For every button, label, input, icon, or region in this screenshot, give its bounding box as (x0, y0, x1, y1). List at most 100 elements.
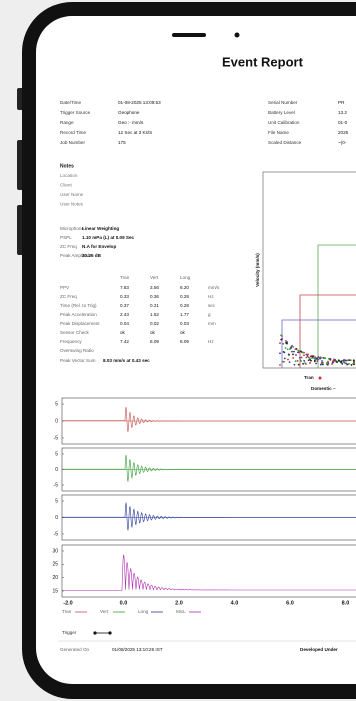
waveform (62, 406, 356, 433)
y-tick-label: -5 (54, 435, 59, 441)
scatter-dot (307, 356, 310, 359)
scatter-dot (291, 350, 293, 353)
table-cell: 0.36 (150, 294, 159, 299)
scatter-dot (286, 348, 289, 351)
table-cell: ok (120, 330, 126, 335)
scatter-dot (350, 364, 353, 366)
scatter-dot (302, 351, 304, 354)
scatter-dot (313, 360, 316, 363)
scatter-dot (299, 356, 301, 359)
scatter-dot (317, 358, 319, 361)
generated-value: 01/08/2025 13:10:26 IST (112, 647, 163, 652)
info-label: Unit Calibration (268, 120, 300, 125)
scatter-dot (315, 358, 318, 361)
scatter-dot (292, 353, 294, 356)
waveform-panel (61, 544, 356, 598)
scatter-dot (299, 359, 302, 362)
legend-label: Vert (100, 609, 109, 614)
info-value: PR (338, 100, 345, 105)
waveform (62, 554, 356, 591)
scatter-dot (346, 363, 349, 366)
x-tick-label: 6.0 (286, 600, 294, 606)
y-tick-label: 5 (55, 401, 58, 407)
scatter-dot (283, 357, 286, 360)
waveform (62, 502, 356, 531)
scatter-dot (283, 351, 286, 354)
scatter-dot (297, 351, 299, 354)
table-header: Tran (120, 275, 130, 280)
table-cell: ok (150, 330, 156, 335)
scatter-dot (319, 357, 321, 360)
info-label: File Name (268, 130, 289, 135)
scatter-dot (307, 359, 310, 362)
scatter-dot (343, 361, 345, 363)
info-label: Trigger Source (60, 110, 91, 115)
scatter-dot (288, 353, 290, 356)
scatter-dot (341, 359, 344, 362)
y-tick-label: 20 (52, 575, 58, 581)
table-cell: 1.52 (150, 312, 159, 317)
scatter-dot (292, 346, 295, 348)
info-label: Date/Time (60, 100, 81, 105)
scatter-dot (348, 359, 351, 362)
scatter-dot (300, 350, 302, 353)
scatter-dot (297, 349, 299, 352)
developed-label: Developed Under (300, 647, 338, 652)
y-tick-label: 5 (55, 451, 58, 457)
table-label: Peak Displacement (60, 321, 100, 326)
scatter-dot (328, 357, 330, 360)
scatter-dot (279, 342, 281, 345)
table-cell: 0.33 (120, 294, 129, 299)
scatter-dot (294, 360, 297, 363)
scatter-dot (311, 354, 313, 357)
notes-title: Notes (60, 163, 74, 169)
scatter-dot (288, 361, 291, 364)
trigger-dot (93, 631, 97, 635)
mic-label: Microphone (60, 226, 84, 231)
mic-value: Linear Weighting (82, 226, 119, 231)
table-cell: 0.37 (120, 303, 129, 308)
table-label: ZC Freq (60, 294, 77, 299)
scatter-dot (331, 363, 333, 365)
table-label: PPV (60, 285, 70, 290)
scatter-dot (324, 357, 326, 360)
info-value: 175 (118, 140, 126, 145)
scatter-dot (285, 341, 287, 344)
notes-field: Client (60, 183, 72, 188)
scatter-dot (353, 363, 355, 366)
x-tick-label: 2.0 (175, 600, 183, 606)
scatter-dot (289, 348, 291, 350)
waveform (62, 454, 356, 482)
scatter-dot (348, 362, 350, 365)
x-tick-label: 0.0 (120, 600, 128, 606)
table-cell: ok (180, 330, 186, 335)
scatter-dot (347, 359, 350, 362)
limit-line (281, 319, 356, 368)
scatter-dot (341, 362, 344, 365)
scatter-dot (331, 361, 334, 364)
y-axis-label: Velocity (mm/s) (255, 253, 260, 287)
notes-field: Location (60, 173, 78, 178)
table-cell: 0.21 (150, 303, 159, 308)
scatter-dot (287, 358, 289, 361)
mic-label: PSPL (60, 235, 72, 240)
table-cell: 0.28 (180, 294, 189, 299)
table-cell: Hz (208, 294, 214, 299)
scatter-dot (326, 362, 328, 365)
scatter-dot (307, 353, 309, 356)
scatter-dot (281, 338, 284, 340)
scatter-dot (292, 357, 295, 359)
scatter-dot (300, 356, 303, 359)
x-tick-label: -2.0 (63, 600, 72, 606)
scatter-dot (304, 362, 306, 364)
scatter-dot (319, 363, 322, 366)
chart-frame (262, 171, 356, 369)
camera (234, 32, 240, 38)
info-label: Serial Number (268, 100, 298, 105)
scatter-dot (316, 360, 319, 363)
scatter-dot (322, 356, 325, 359)
scatter-dot (322, 363, 324, 366)
table-cell: mm (208, 321, 216, 326)
scatter-dot (279, 352, 281, 355)
